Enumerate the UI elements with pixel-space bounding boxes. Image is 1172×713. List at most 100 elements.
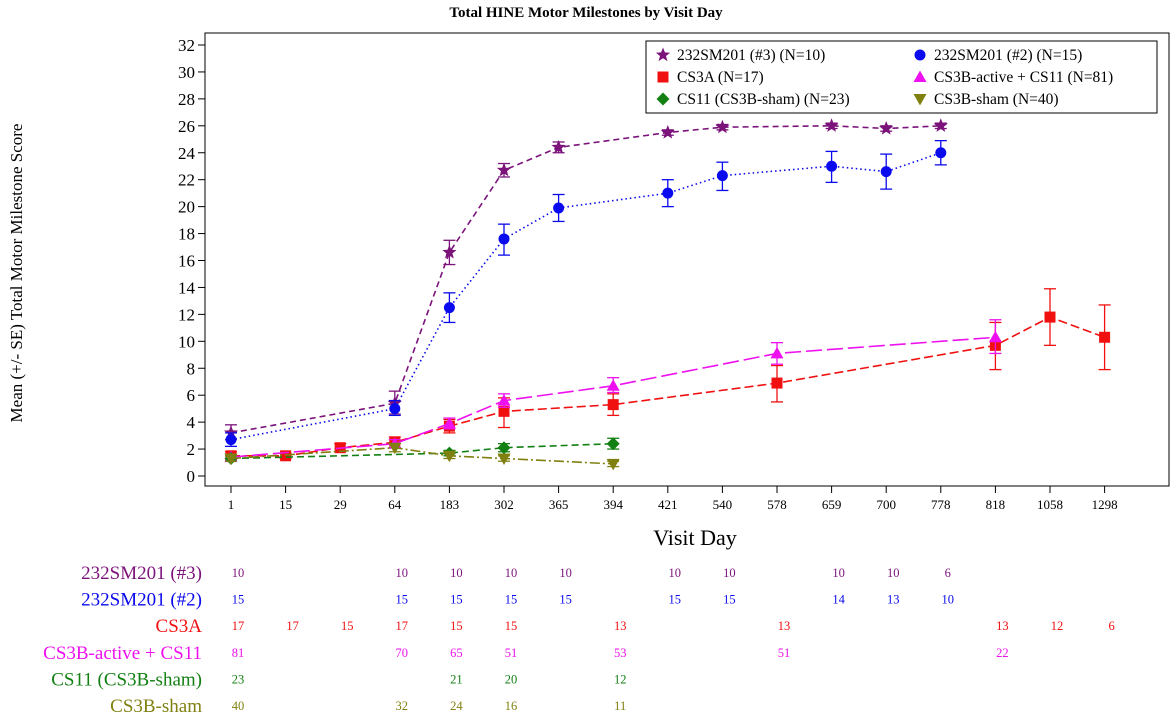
at-risk-row: 232SM201 (#2) 15 15 15 15 15 15 15 14 13 10 (81, 590, 954, 611)
at-risk-count: 10 (723, 566, 736, 580)
data-point (551, 139, 566, 154)
at-risk-count: 13 (996, 619, 1009, 633)
chart-title: Total HINE Motor Milestones by Visit Day (449, 5, 723, 21)
at-risk-count: 10 (505, 566, 518, 580)
y-tick-label: 12 (178, 305, 195, 324)
plot-frame (204, 32, 1170, 487)
at-risk-table: 232SM201 (#3) 10 10 10 10 10 10 10 10 10 6232SM201… (43, 563, 1115, 713)
data-point (715, 119, 730, 134)
data-point (497, 453, 511, 465)
y-tick-label: 30 (178, 63, 195, 82)
at-risk-count: 14 (832, 593, 845, 607)
at-risk-count: 10 (669, 566, 682, 580)
x-tick-label: 394 (603, 497, 623, 512)
x-tick-label: 540 (713, 497, 733, 512)
x-tick-label: 29 (334, 497, 347, 512)
y-tick-label: 4 (187, 413, 196, 432)
at-risk-count: 65 (450, 646, 463, 660)
legend-label: 232SM201 (#3) (N=10) (677, 47, 825, 64)
at-risk-row-label: CS3A (156, 616, 203, 637)
data-point (280, 450, 292, 462)
y-tick-label: 26 (178, 117, 195, 136)
x-tick-label: 421 (658, 497, 678, 512)
data-point (770, 346, 784, 359)
x-tick-label: 365 (549, 497, 569, 512)
at-risk-count: 15 (505, 593, 518, 607)
at-risk-row: CS3B-sham 40 32 24 16 11 (110, 696, 626, 713)
at-risk-row-label: 232SM201 (#3) (81, 563, 202, 584)
series-line (230, 442, 614, 460)
at-risk-count: 15 (450, 619, 463, 633)
data-point (442, 417, 456, 429)
y-tick-label: 0 (187, 467, 196, 486)
data-point (553, 202, 565, 214)
legend-label: CS11 (CS3B-sham) (N=23) (677, 91, 850, 108)
y-tick-label: 24 (178, 144, 196, 163)
data-point (826, 160, 838, 172)
data-point (223, 425, 239, 439)
at-risk-count: 24 (450, 699, 463, 713)
at-risk-count: 6 (1108, 619, 1114, 633)
data-point (442, 244, 457, 259)
data-point (388, 442, 402, 455)
at-risk-count: 10 (396, 566, 409, 580)
x-axis: 1 15 29 64 183 302 365 394 421 540 578 659 700 778 818… (228, 486, 1118, 512)
data-point (225, 434, 237, 446)
y-tick-label: 6 (187, 386, 196, 405)
y-tick-label: 10 (178, 332, 195, 351)
x-tick-label: 778 (931, 497, 951, 512)
at-risk-count: 10 (450, 566, 463, 580)
data-point (606, 437, 620, 451)
data-point (716, 170, 728, 182)
legend-item: CS3B-sham (N=40) (913, 91, 1059, 108)
series-6 (224, 442, 620, 471)
data-point (879, 121, 894, 135)
x-tick-label: 1298 (1092, 497, 1118, 512)
data-point (988, 330, 1002, 343)
at-risk-row: CS11 (CS3B-sham) 23 21 20 12 (51, 669, 626, 690)
legend-item: CS11 (CS3B-sham) (N=23) (656, 91, 850, 108)
data-point (497, 441, 511, 455)
at-risk-count: 40 (232, 699, 245, 713)
data-point (496, 162, 512, 177)
data-point (933, 118, 948, 132)
at-risk-count: 15 (669, 593, 682, 607)
at-risk-count: 81 (232, 646, 245, 660)
legend-marker (914, 49, 926, 61)
x-tick-label: 818 (986, 497, 1006, 512)
data-point (607, 399, 619, 411)
at-risk-count: 10 (887, 566, 900, 580)
series-line (231, 316, 1105, 457)
at-risk-count: 17 (396, 619, 409, 633)
series-line (230, 124, 941, 434)
at-risk-count: 15 (505, 619, 518, 633)
at-risk-row-label: CS3B-active + CS11 (43, 643, 202, 664)
y-tick-label: 28 (178, 90, 195, 109)
x-tick-label: 302 (494, 497, 514, 512)
at-risk-count: 15 (341, 619, 354, 633)
legend-item: 232SM201 (#3) (N=10) (655, 47, 825, 64)
data-point (935, 147, 947, 159)
x-tick-label: 15 (279, 497, 292, 512)
data-point (606, 458, 620, 471)
at-risk-count: 13 (614, 619, 627, 633)
at-risk-count: 10 (559, 566, 572, 580)
at-risk-row-label: CS3B-sham (110, 696, 202, 713)
data-point (224, 453, 238, 465)
y-axis-label: Mean (+/- SE) Total Motor Milestone Scor… (7, 124, 26, 423)
legend-label: 232SM201 (#2) (N=15) (934, 47, 1082, 64)
at-risk-count: 15 (396, 593, 409, 607)
at-risk-count: 53 (614, 646, 627, 660)
data-point (442, 450, 456, 463)
data-point (497, 394, 511, 406)
at-risk-count: 20 (505, 672, 518, 686)
at-risk-count: 21 (450, 672, 463, 686)
legend-frame (645, 40, 1158, 114)
x-tick-label: 183 (440, 497, 460, 512)
x-tick-label: 578 (767, 497, 787, 512)
at-risk-count: 15 (232, 593, 245, 607)
y-tick-label: 32 (178, 36, 195, 55)
legend-item: CS3B-active + CS11 (N=81) (913, 69, 1113, 86)
